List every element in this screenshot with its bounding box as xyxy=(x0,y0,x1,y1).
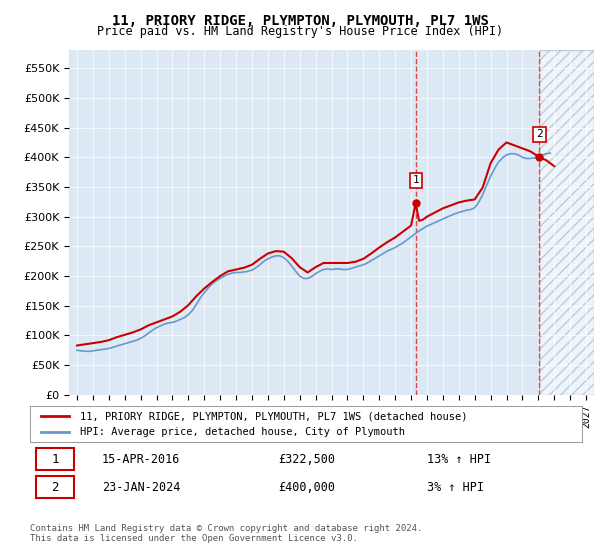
Text: £322,500: £322,500 xyxy=(278,452,335,466)
Bar xyxy=(539,50,594,395)
Text: 2: 2 xyxy=(536,129,543,139)
Text: 13% ↑ HPI: 13% ↑ HPI xyxy=(427,452,491,466)
Text: 11, PRIORY RIDGE, PLYMPTON, PLYMOUTH, PL7 1WS (detached house): 11, PRIORY RIDGE, PLYMPTON, PLYMOUTH, PL… xyxy=(80,411,467,421)
Text: 23-JAN-2024: 23-JAN-2024 xyxy=(102,480,180,494)
Text: 15-APR-2016: 15-APR-2016 xyxy=(102,452,180,466)
Text: HPI: Average price, detached house, City of Plymouth: HPI: Average price, detached house, City… xyxy=(80,427,404,437)
Bar xyxy=(539,50,594,395)
Text: 1: 1 xyxy=(412,175,419,185)
Text: 11, PRIORY RIDGE, PLYMPTON, PLYMOUTH, PL7 1WS: 11, PRIORY RIDGE, PLYMPTON, PLYMOUTH, PL… xyxy=(112,14,488,28)
Text: 1: 1 xyxy=(51,452,59,466)
Text: Price paid vs. HM Land Registry's House Price Index (HPI): Price paid vs. HM Land Registry's House … xyxy=(97,25,503,38)
Text: Contains HM Land Registry data © Crown copyright and database right 2024.
This d: Contains HM Land Registry data © Crown c… xyxy=(30,524,422,543)
Text: £400,000: £400,000 xyxy=(278,480,335,494)
FancyBboxPatch shape xyxy=(35,476,74,498)
Text: 3% ↑ HPI: 3% ↑ HPI xyxy=(427,480,484,494)
Text: 2: 2 xyxy=(51,480,59,494)
FancyBboxPatch shape xyxy=(35,448,74,470)
